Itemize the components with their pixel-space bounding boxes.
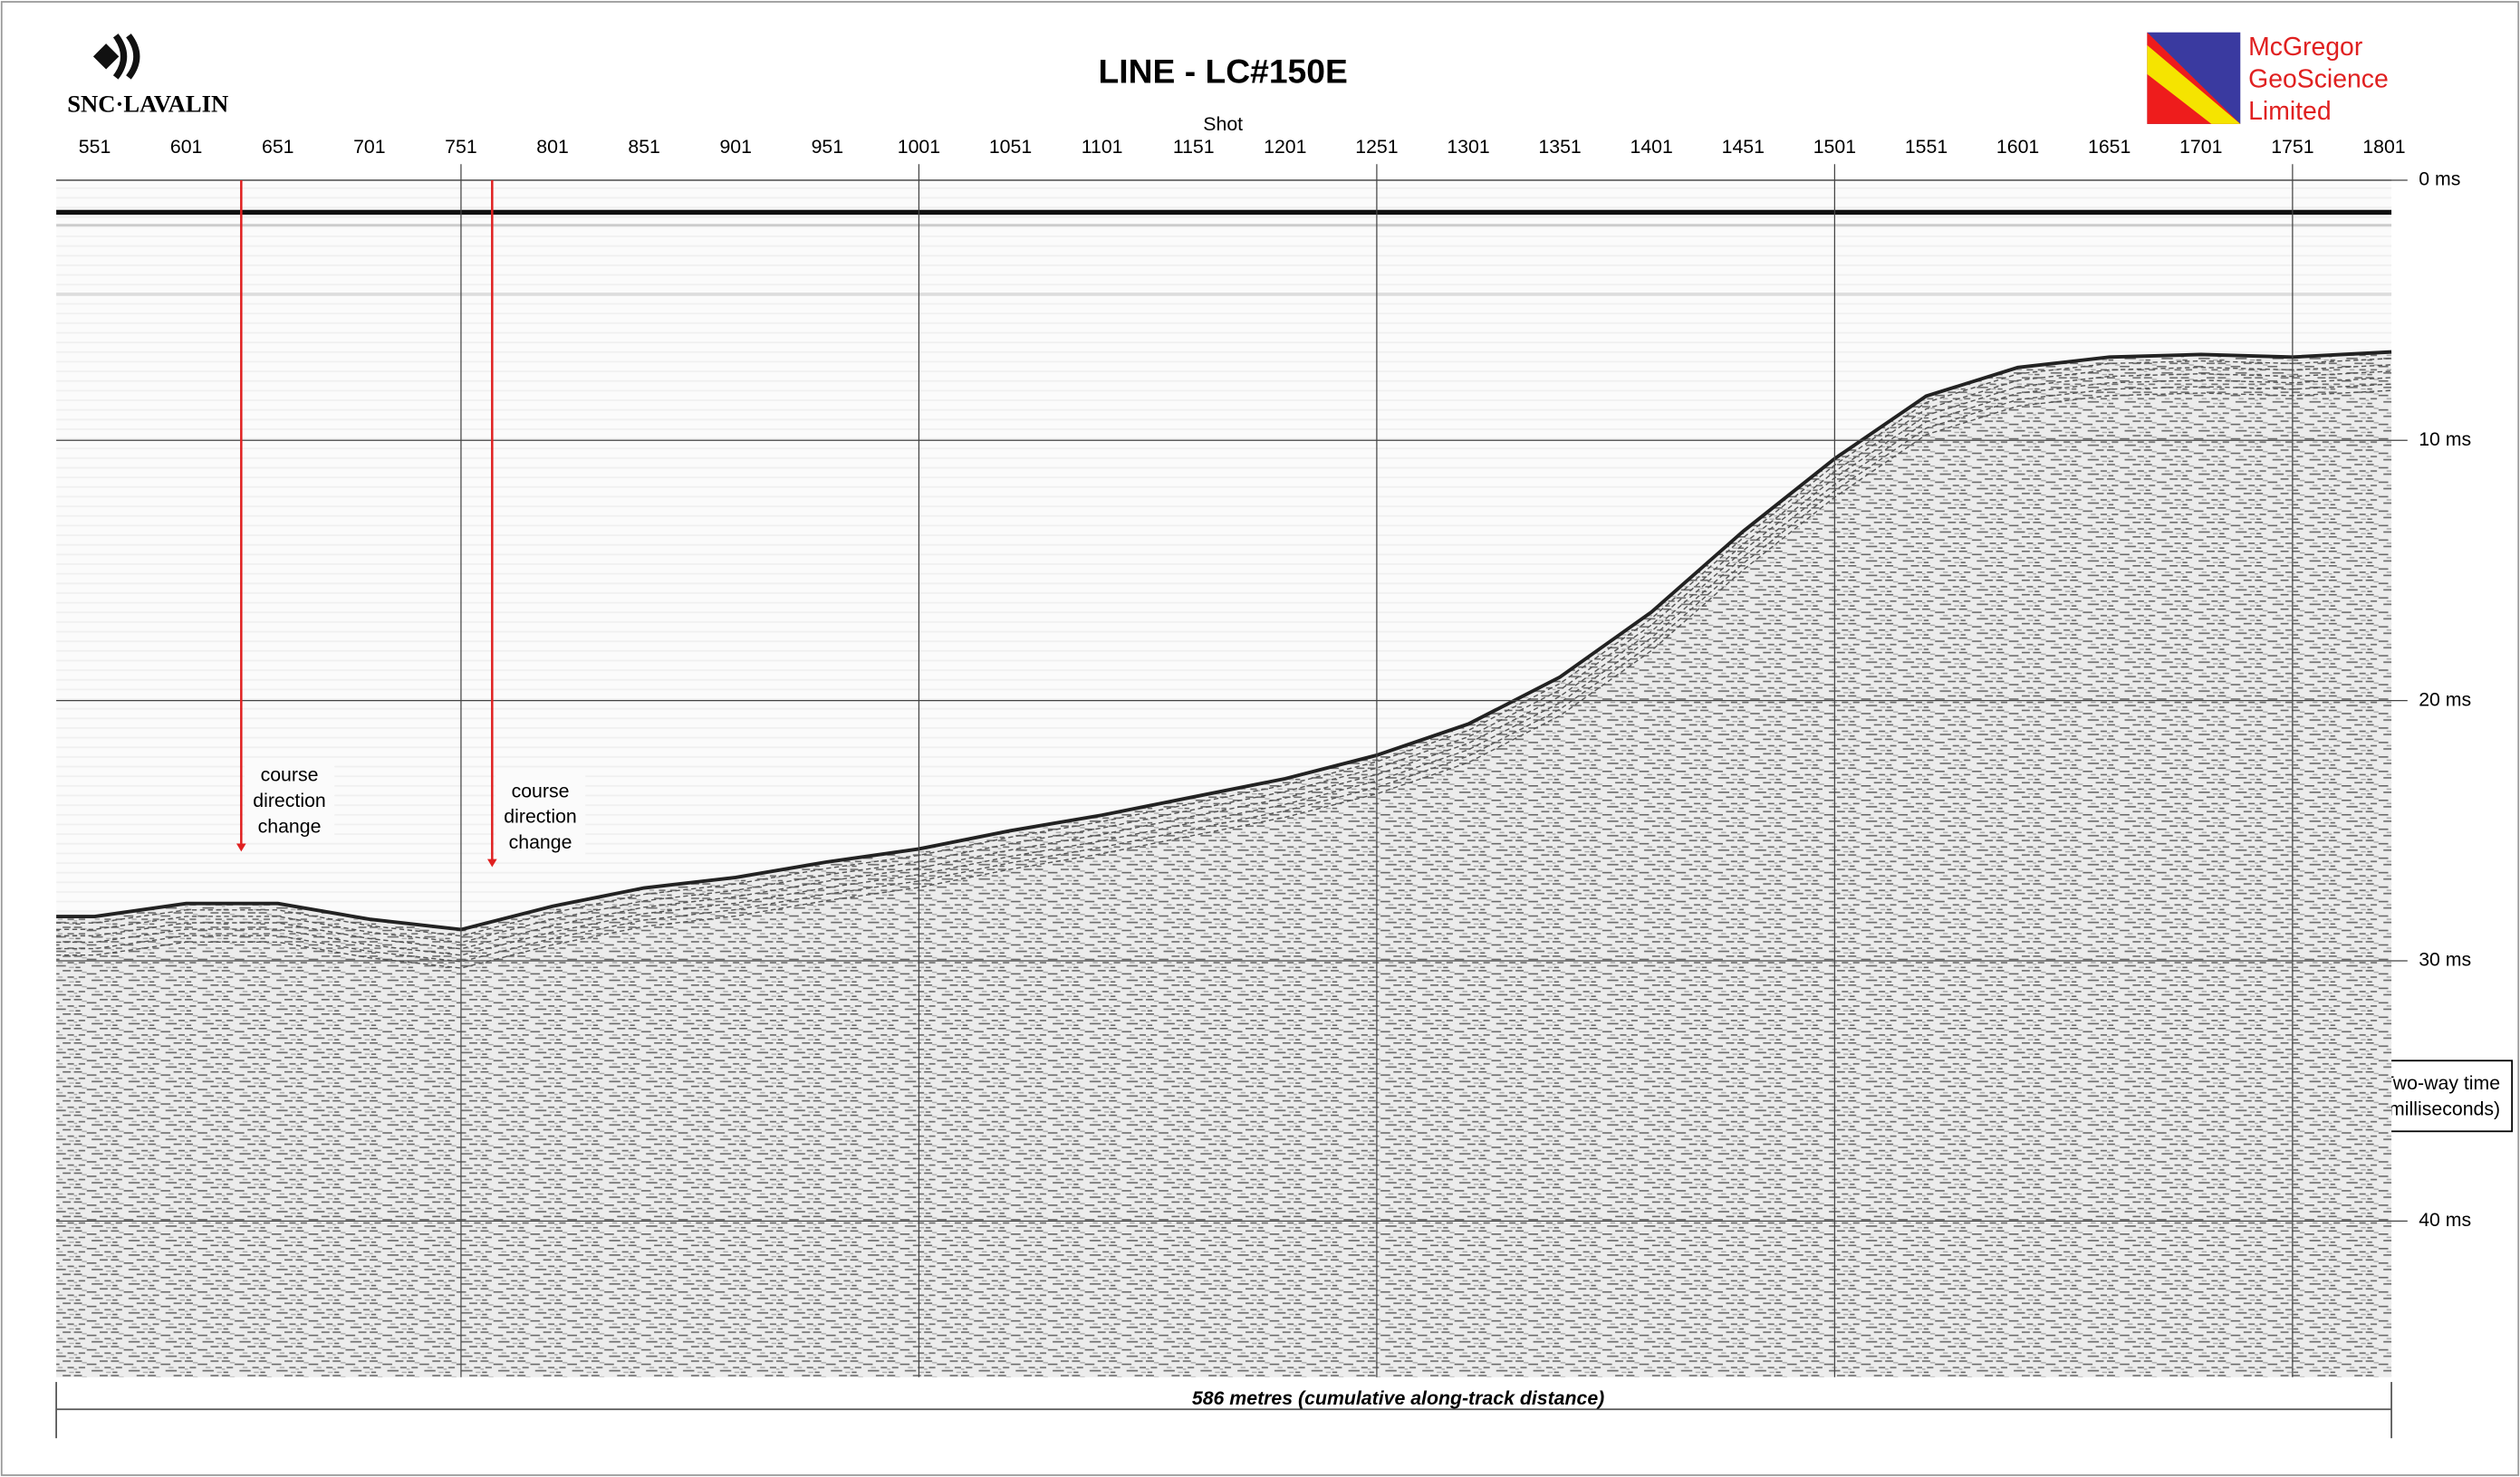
x-tick-label: 951 xyxy=(812,136,844,158)
y-axis-label-wrap: Two-way time (milliseconds) xyxy=(2371,1070,2512,1128)
x-tick-label: 901 xyxy=(719,136,752,158)
x-tick-label: 851 xyxy=(628,136,660,158)
y-axis-label: Two-way time (milliseconds) xyxy=(2371,1070,2512,1122)
x-tick-label: 1001 xyxy=(898,136,940,158)
x-tick-label: 1551 xyxy=(1905,136,1948,158)
x-tick-label: 601 xyxy=(170,136,203,158)
x-tick-label: 551 xyxy=(79,136,111,158)
logo-text: SNC·LAVALIN xyxy=(67,90,228,117)
x-tick-label: 1351 xyxy=(1538,136,1581,158)
x-tick-label: 1101 xyxy=(1082,136,1123,158)
x-tick-label: 1401 xyxy=(1630,136,1673,158)
x-tick-label: 801 xyxy=(536,136,569,158)
x-tick-label: 1751 xyxy=(2271,136,2313,158)
page: SNC·LAVALIN McGregor GeoScience Limited … xyxy=(0,0,2520,1477)
chart-title: LINE - LC#150E xyxy=(1099,53,1348,91)
x-tick-label: 1501 xyxy=(1813,136,1856,158)
y-tick-label: 40 ms xyxy=(2419,1209,2471,1231)
distance-label: 586 metres (cumulative along-track dista… xyxy=(1192,1387,1604,1409)
annotation-wrap: course direction change xyxy=(241,762,337,845)
x-tick-label: 1651 xyxy=(2088,136,2130,158)
x-tick-label: 1701 xyxy=(2179,136,2222,158)
chart: SNC·LAVALIN McGregor GeoScience Limited … xyxy=(0,0,2520,1477)
annotation-text: course direction change xyxy=(492,777,588,854)
logo-right: McGregor GeoScience Limited xyxy=(2147,33,2388,126)
x-tick-label: 1601 xyxy=(1996,136,2039,158)
logo-text: Limited xyxy=(2248,97,2331,126)
x-tick-label: 1451 xyxy=(1722,136,1765,158)
x-tick-label: 651 xyxy=(262,136,294,158)
logo-text: McGregor xyxy=(2248,33,2362,62)
annotation-wrap: course direction change xyxy=(492,777,588,860)
x-tick-label: 751 xyxy=(445,136,477,158)
x-tick-label: 1301 xyxy=(1447,136,1489,158)
y-tick-label: 30 ms xyxy=(2419,949,2471,971)
y-tick-label: 10 ms xyxy=(2419,428,2471,450)
x-tick-label: 1151 xyxy=(1173,136,1215,158)
annotation-text: course direction change xyxy=(241,762,337,839)
y-tick-label: 0 ms xyxy=(2419,168,2460,190)
x-tick-label: 1801 xyxy=(2362,136,2405,158)
x-axis-label: Shot xyxy=(1203,113,1243,135)
logo-left: SNC·LAVALIN xyxy=(67,35,228,117)
x-tick-label: 1051 xyxy=(989,136,1032,158)
x-tick-label: 1201 xyxy=(1264,136,1306,158)
x-tick-label: 701 xyxy=(353,136,386,158)
logo-icon xyxy=(93,43,119,69)
logo-text: GeoScience xyxy=(2248,64,2389,93)
x-tick-label: 1251 xyxy=(1355,136,1398,158)
y-tick-label: 20 ms xyxy=(2419,688,2471,710)
